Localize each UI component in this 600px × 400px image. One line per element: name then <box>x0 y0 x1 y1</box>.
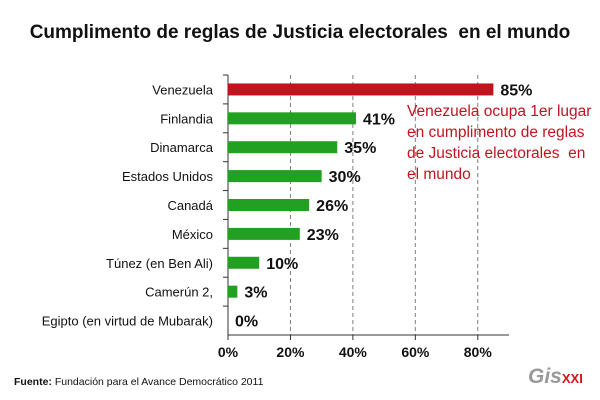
data-label: 85% <box>500 82 532 99</box>
category-label: Dinamarca <box>150 140 214 155</box>
bar <box>228 112 357 125</box>
source-note: Fuente: Fundación para el Avance Democrá… <box>14 376 263 388</box>
category-label: Túnez (en Ben Ali) <box>106 256 213 271</box>
category-label: Egipto (en virtud de Mubarak) <box>42 314 213 329</box>
bar <box>228 83 494 96</box>
category-label: Estados Unidos <box>122 169 214 184</box>
x-tick-label: 0% <box>218 344 239 360</box>
category-label: México <box>172 227 213 242</box>
bar <box>228 256 260 269</box>
logo-part-2: XXI <box>561 371 583 386</box>
category-label: Canadá <box>167 198 213 213</box>
data-label: 0% <box>235 314 258 331</box>
data-label: 10% <box>266 256 298 273</box>
category-label: Venezuela <box>152 82 213 97</box>
bar <box>228 285 238 298</box>
bar <box>228 227 300 240</box>
data-label: 3% <box>244 285 267 302</box>
chart-title: Cumplimento de reglas de Justicia electo… <box>29 22 571 43</box>
gisxxi-logo: GisXXI <box>528 365 583 389</box>
data-label: 23% <box>307 227 339 244</box>
x-tick-label: 20% <box>276 344 305 360</box>
x-tick-label: 80% <box>464 344 493 360</box>
bar <box>228 141 338 154</box>
bar <box>228 170 322 183</box>
source-label: Fuente: <box>14 376 52 388</box>
chart-annotation: Venezuela ocupa 1er lugar en cumplimento… <box>407 103 596 183</box>
data-label: 30% <box>329 169 361 186</box>
data-label: 41% <box>363 111 395 128</box>
source-text: Fundación para el Avance Democrático 201… <box>54 376 264 388</box>
data-label: 35% <box>344 140 376 157</box>
x-tick-label: 40% <box>339 344 368 360</box>
logo-part-1: Gis <box>528 365 562 388</box>
category-label: Camerún 2, <box>145 285 213 300</box>
x-tick-label: 60% <box>401 344 430 360</box>
data-label: 26% <box>316 198 348 215</box>
category-label: Finlandia <box>160 111 214 126</box>
bar <box>228 199 310 211</box>
